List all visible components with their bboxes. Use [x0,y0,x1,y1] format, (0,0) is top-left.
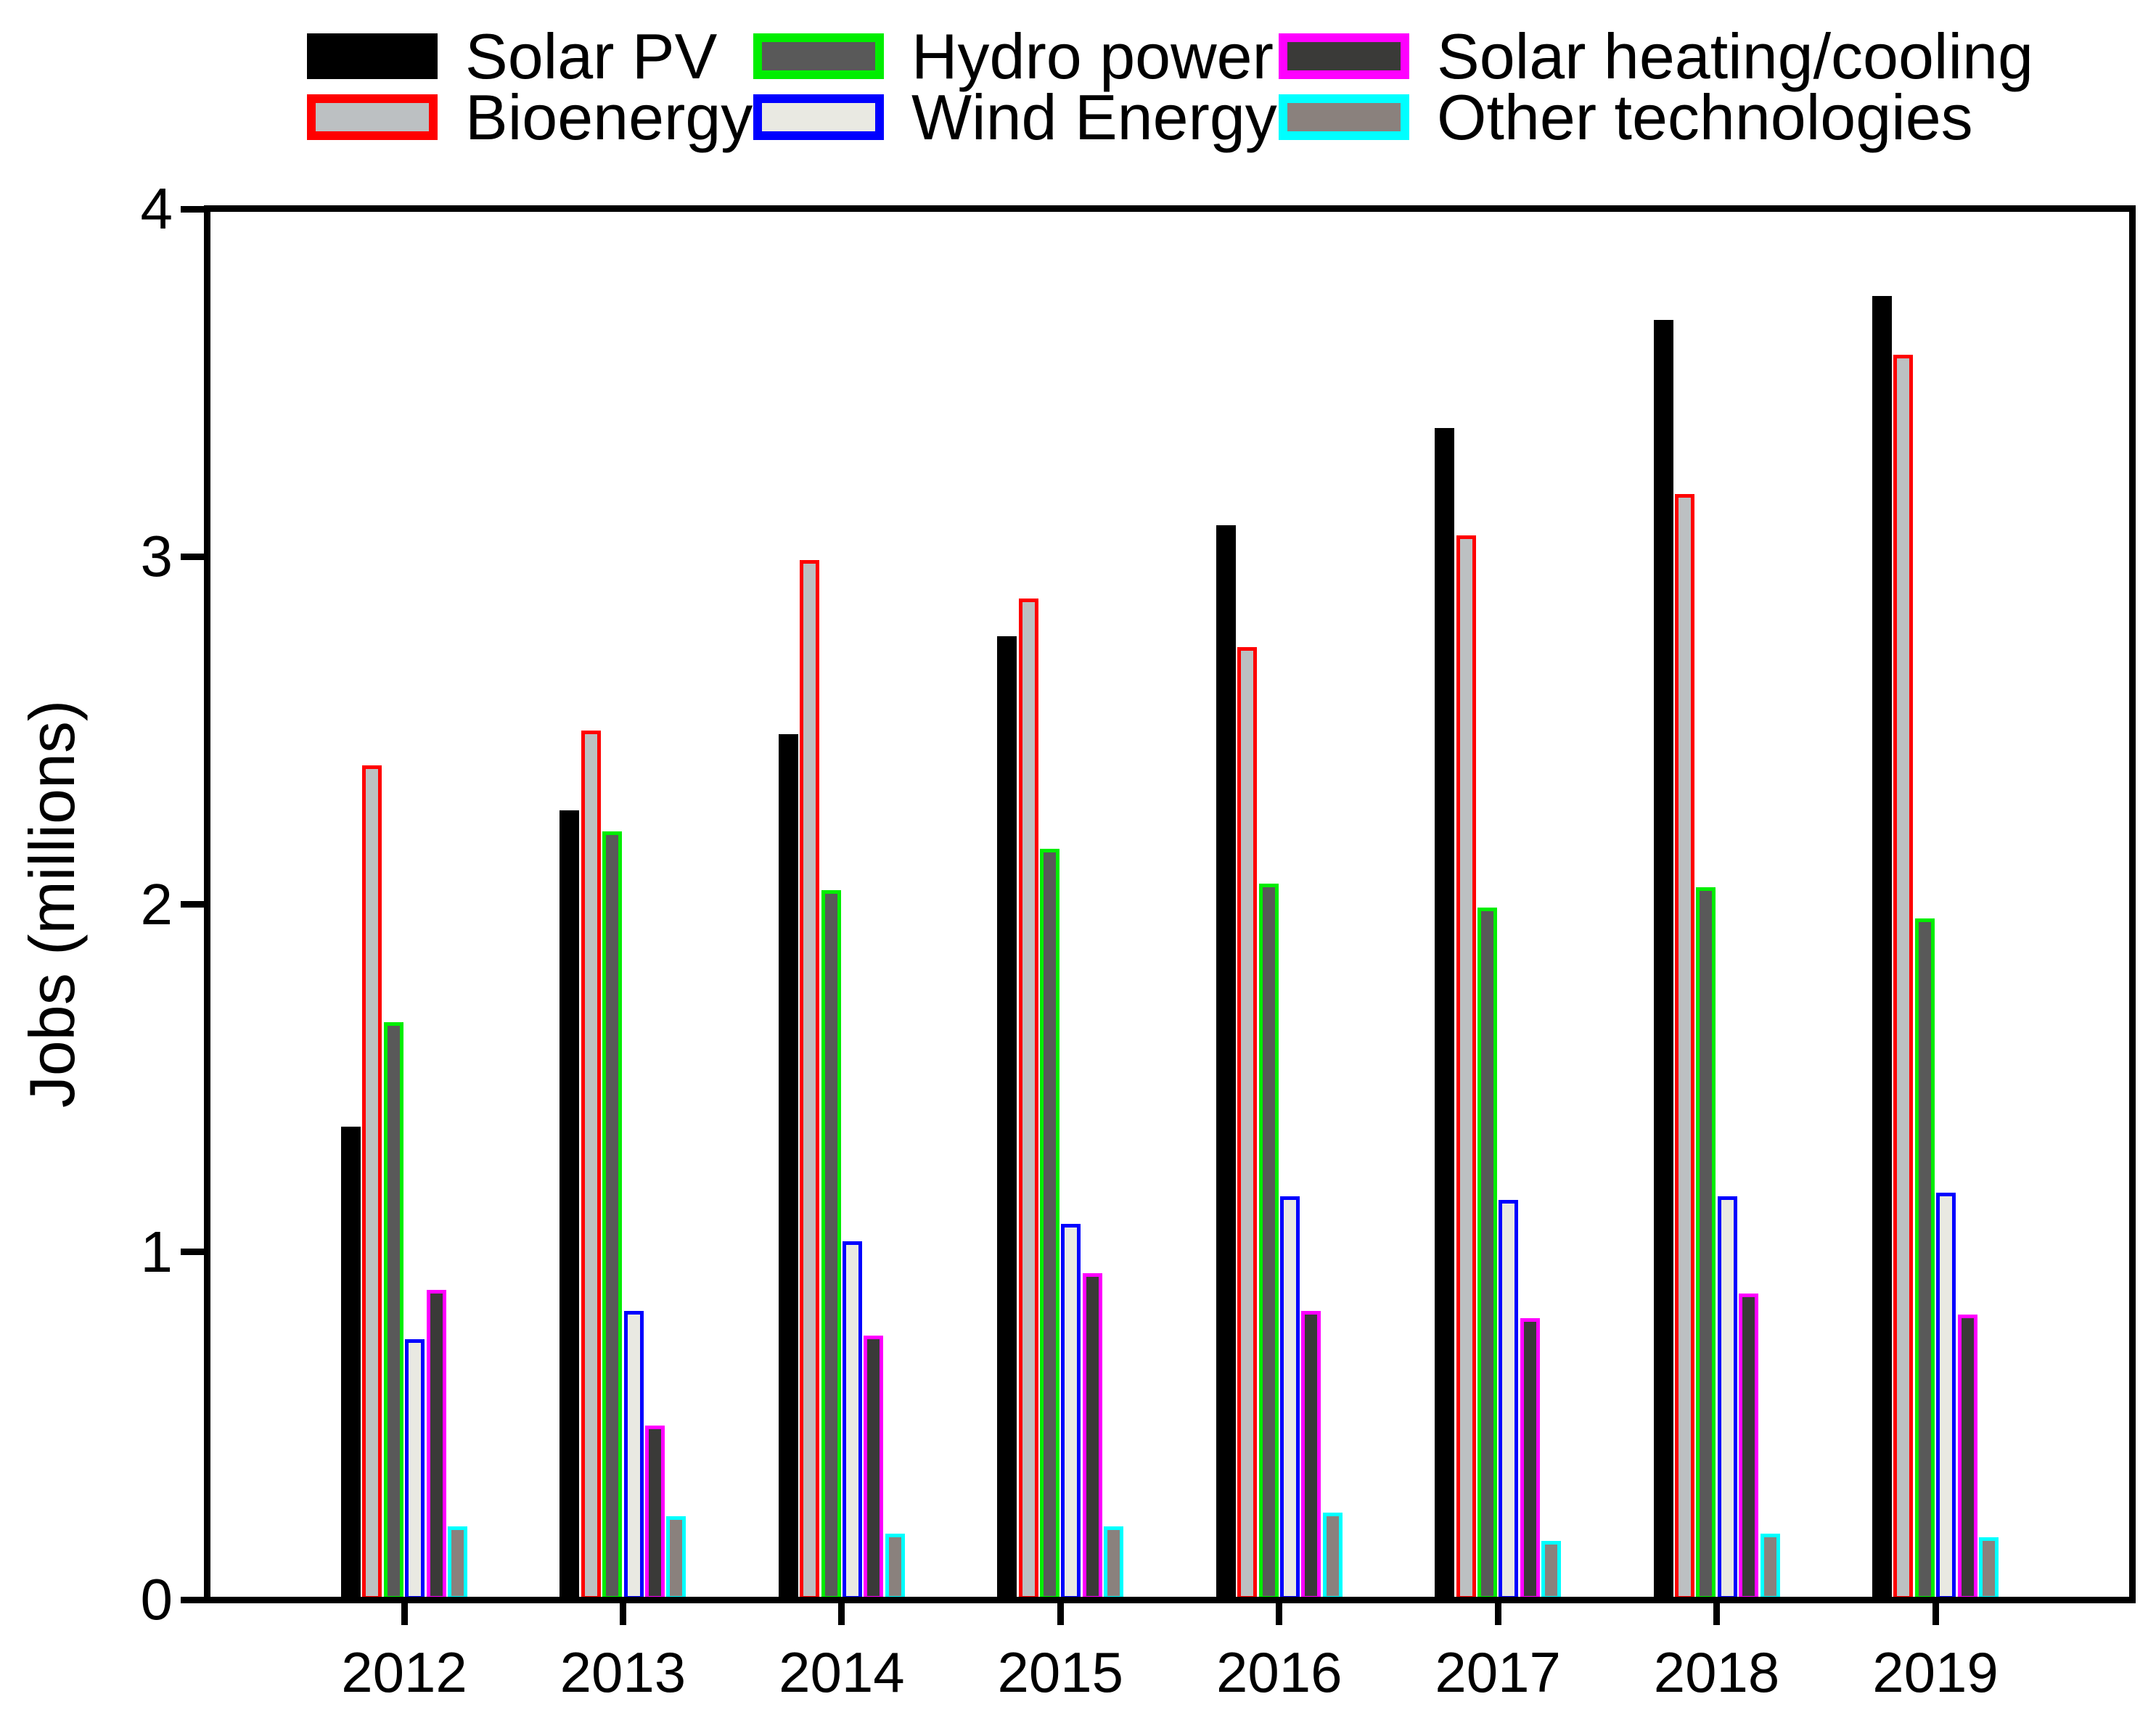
bar-other-technologies-2014 [885,1533,905,1600]
y-axis-tick-label: 3 [140,524,173,589]
bar-other-technologies-2016 [1322,1513,1343,1600]
bar-hydro-power-2015 [1040,848,1060,1600]
legend-swatch-solar-pv [307,33,438,79]
bar-hydro-power-2017 [1477,908,1497,1600]
plot-frame [204,205,2136,1603]
bar-solar-pv-2019 [1872,295,1892,1600]
x-axis-year-label: 2018 [1653,1640,1780,1704]
bar-solar-pv-2012 [341,1127,361,1600]
y-axis-tick-label: 1 [140,1219,173,1284]
bar-hydro-power-2018 [1696,887,1716,1600]
x-axis-year-label: 2019 [1872,1640,1999,1704]
bar-solar-heating-cooling-2017 [1520,1317,1540,1600]
bar-other-technologies-2012 [448,1526,467,1600]
y-axis-tick-label: 2 [140,871,173,937]
bar-other-technologies-2019 [1979,1537,1999,1600]
x-axis-tick [401,1603,408,1625]
bar-hydro-power-2012 [383,1022,403,1600]
x-axis-year-label: 2015 [997,1640,1124,1704]
bar-other-technologies-2015 [1104,1526,1124,1600]
x-axis-year-label: 2016 [1216,1640,1343,1704]
bar-wind-energy-2012 [405,1338,425,1600]
x-axis-year-label: 2013 [560,1640,686,1704]
x-axis-tick [1932,1603,1939,1625]
bar-solar-heating-cooling-2016 [1301,1311,1321,1600]
bar-solar-heating-cooling-2015 [1082,1272,1102,1600]
bar-wind-energy-2014 [843,1241,863,1600]
x-axis-tick [1713,1603,1721,1625]
bar-wind-energy-2013 [623,1311,644,1600]
y-axis-tick-label: 0 [140,1567,173,1632]
bar-solar-pv-2014 [778,733,798,1600]
legend-label-solar-pv: Solar PV [465,20,718,92]
x-axis-tick [619,1603,626,1625]
legend-label-wind-energy: Wind Energy [911,81,1277,153]
y-axis-tick [181,205,205,213]
bar-wind-energy-2016 [1279,1196,1300,1600]
bar-bioenergy-2013 [581,730,601,1600]
bar-solar-heating-cooling-2012 [426,1290,446,1600]
x-axis-year-label: 2014 [779,1640,905,1704]
legend-label-other-technologies: Other technologies [1437,81,1973,153]
x-axis-year-label: 2017 [1435,1640,1561,1704]
legend-swatch-wind-energy [753,94,884,140]
legend-label-hydro-power: Hydro power [911,20,1274,92]
bar-hydro-power-2013 [602,831,623,1600]
legend-swatch-hydro-power [753,33,884,79]
bar-other-technologies-2017 [1541,1540,1562,1600]
legend-swatch-other-technologies [1279,94,1409,140]
x-axis-tick [1276,1603,1283,1625]
y-axis-tick [181,553,205,560]
y-axis-title: Jobs (millions) [16,699,88,1109]
bar-solar-pv-2013 [560,810,580,1600]
bar-bioenergy-2016 [1237,646,1258,1600]
legend-label-solar-heating-cooling: Solar heating/cooling [1437,20,2033,92]
x-axis-tick [1057,1603,1064,1625]
bar-solar-pv-2018 [1653,320,1673,1600]
bar-solar-heating-cooling-2018 [1739,1294,1759,1600]
bar-wind-energy-2015 [1061,1224,1081,1600]
y-axis-tick-label: 4 [140,176,173,241]
x-axis-tick [838,1603,845,1625]
bar-wind-energy-2018 [1717,1196,1737,1600]
bar-solar-heating-cooling-2019 [1957,1315,1977,1600]
legend-swatch-bioenergy [307,94,438,140]
y-axis-tick [181,1596,205,1603]
bar-solar-pv-2017 [1435,427,1455,1600]
bar-wind-energy-2019 [1936,1193,1956,1600]
bar-solar-pv-2016 [1216,525,1236,1600]
y-axis-tick [181,901,205,908]
legend-swatch-solar-heating-cooling [1279,33,1409,79]
bar-hydro-power-2019 [1914,918,1935,1600]
bar-wind-energy-2017 [1499,1199,1519,1600]
bar-bioenergy-2019 [1893,355,1914,1600]
bar-solar-pv-2015 [997,636,1017,1600]
bar-hydro-power-2014 [821,890,841,1600]
bar-other-technologies-2018 [1760,1533,1780,1600]
bar-bioenergy-2014 [800,560,820,1600]
bar-solar-heating-cooling-2013 [645,1426,665,1600]
x-axis-year-label: 2012 [341,1640,467,1704]
bar-other-technologies-2013 [666,1516,686,1600]
bar-bioenergy-2015 [1018,598,1038,1600]
bar-solar-heating-cooling-2014 [864,1335,884,1600]
bar-bioenergy-2017 [1456,535,1476,1600]
legend-label-bioenergy: Bioenergy [465,81,753,153]
bar-hydro-power-2016 [1258,883,1279,1600]
x-axis-tick [1494,1603,1501,1625]
y-axis-tick [181,1249,205,1256]
bar-bioenergy-2018 [1674,493,1694,1600]
bar-bioenergy-2012 [362,765,382,1600]
